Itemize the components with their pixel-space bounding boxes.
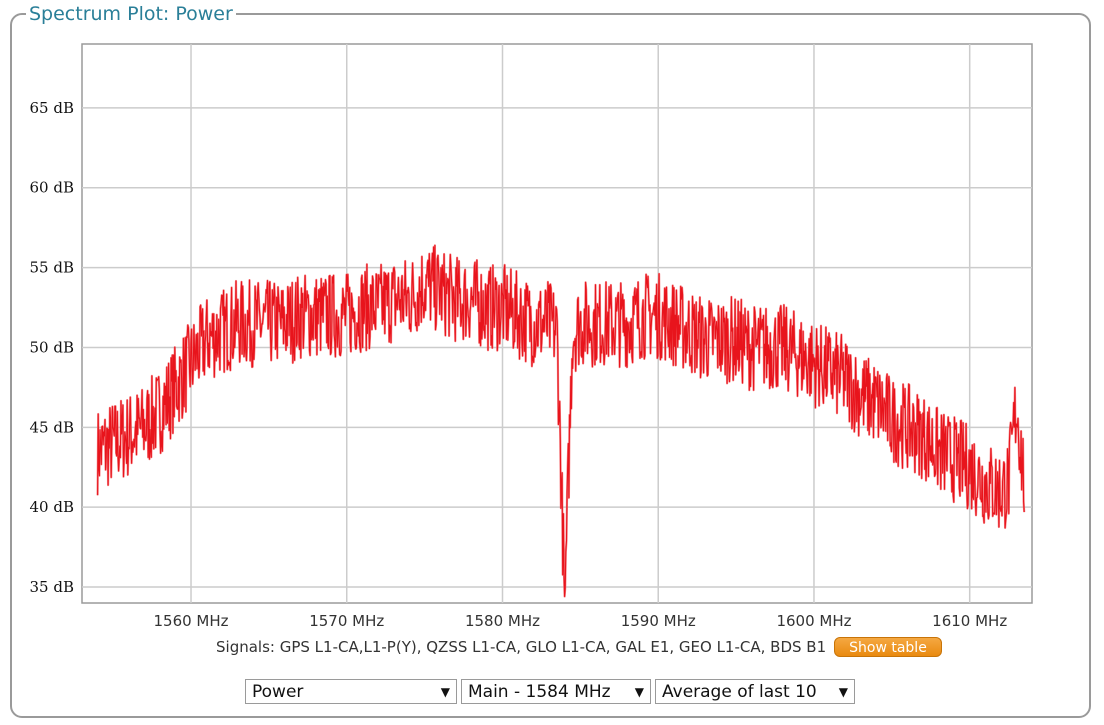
- y-tick-label: 45 dB: [30, 418, 74, 436]
- averaging-select-value: Average of last 10: [662, 681, 817, 702]
- measure-select-value: Power: [252, 681, 304, 702]
- chart-series: [96, 244, 1026, 598]
- x-tick-labels: 1560 MHz 1570 MHz 1580 MHz 1590 MHz 1600 MHz…: [153, 612, 1007, 630]
- measure-select[interactable]: Power ▼: [245, 679, 457, 704]
- signals-bar: Signals: GPS L1-CA,L1-P(Y), QZSS L1-CA, …: [216, 636, 942, 658]
- x-tick-label: 1600 MHz: [776, 612, 851, 630]
- power-trace-line: [97, 244, 1025, 598]
- y-tick-label: 65 dB: [30, 99, 74, 117]
- x-tick-label: 1580 MHz: [465, 612, 540, 630]
- channel-select[interactable]: Main - 1584 MHz ▼: [461, 679, 651, 704]
- x-tick-label: 1560 MHz: [153, 612, 228, 630]
- x-tick-label: 1570 MHz: [309, 612, 384, 630]
- y-tick-label: 40 dB: [30, 498, 74, 516]
- x-tick-label: 1610 MHz: [932, 612, 1007, 630]
- chevron-down-icon: ▼: [440, 684, 450, 699]
- y-tick-label: 35 dB: [30, 578, 74, 596]
- channel-select-value: Main - 1584 MHz: [468, 681, 611, 702]
- y-tick-label: 50 dB: [30, 338, 74, 356]
- y-tick-label: 60 dB: [30, 179, 74, 197]
- averaging-select[interactable]: Average of last 10 ▼: [655, 679, 855, 704]
- panel-title: Spectrum Plot: Power: [26, 3, 236, 25]
- signals-text: Signals: GPS L1-CA,L1-P(Y), QZSS L1-CA, …: [216, 638, 827, 656]
- chevron-down-icon: ▼: [838, 684, 848, 699]
- x-tick-label: 1590 MHz: [621, 612, 696, 630]
- show-table-button[interactable]: Show table: [834, 637, 942, 657]
- y-tick-labels: 35 dB 40 dB 45 dB 50 dB 55 dB 60 dB 65 dB: [30, 99, 74, 596]
- y-tick-label: 55 dB: [30, 259, 74, 277]
- chevron-down-icon: ▼: [634, 684, 644, 699]
- spectrum-plot-panel: Spectrum Plot: Power: [10, 3, 1091, 718]
- plot-controls: Power ▼ Main - 1584 MHz ▼ Average of las…: [245, 679, 855, 704]
